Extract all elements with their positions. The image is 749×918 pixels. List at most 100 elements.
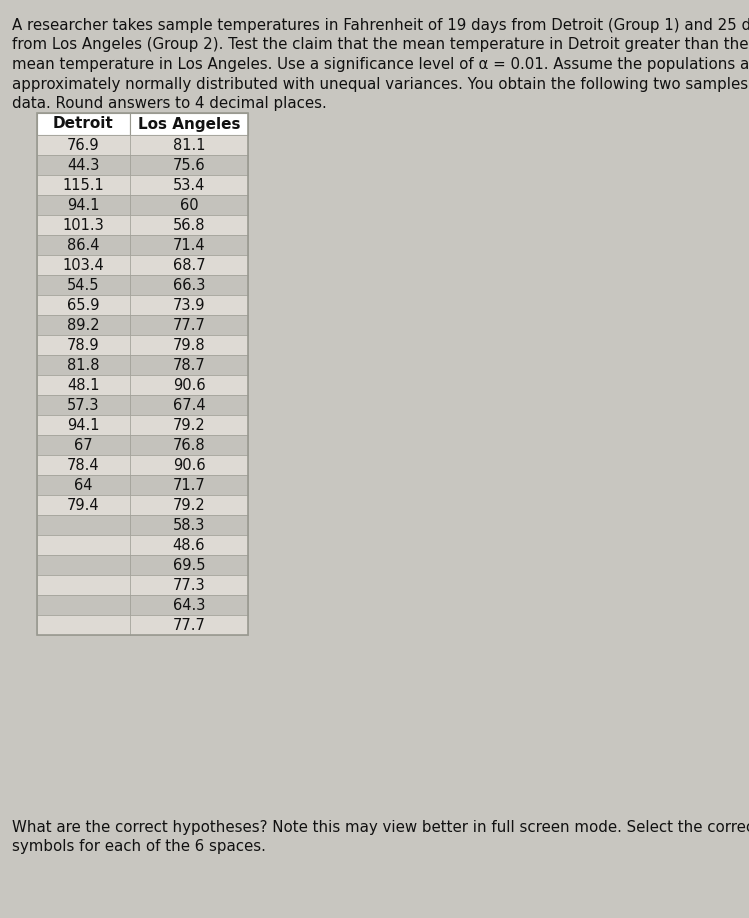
- Text: 65.9: 65.9: [67, 297, 100, 312]
- Bar: [130, 595, 248, 615]
- Text: 79.2: 79.2: [172, 498, 205, 512]
- Bar: [130, 235, 248, 255]
- Text: 76.9: 76.9: [67, 138, 100, 152]
- Text: 48.6: 48.6: [173, 538, 205, 553]
- Text: 75.6: 75.6: [173, 158, 205, 173]
- Bar: [37, 475, 130, 495]
- Text: 66.3: 66.3: [173, 277, 205, 293]
- Text: What are the correct hypotheses? Note this may view better in full screen mode. : What are the correct hypotheses? Note th…: [12, 820, 749, 835]
- Text: 79.2: 79.2: [172, 418, 205, 432]
- Bar: [130, 255, 248, 275]
- Text: 79.4: 79.4: [67, 498, 100, 512]
- Bar: [37, 215, 130, 235]
- Text: 78.4: 78.4: [67, 457, 100, 473]
- Text: data. Round answers to 4 decimal places.: data. Round answers to 4 decimal places.: [12, 96, 327, 111]
- Bar: [37, 395, 130, 415]
- Text: Detroit: Detroit: [53, 117, 114, 131]
- Bar: [37, 495, 130, 515]
- Bar: [37, 615, 130, 635]
- Text: 67: 67: [74, 438, 93, 453]
- Bar: [130, 375, 248, 395]
- Text: 57.3: 57.3: [67, 397, 100, 412]
- Bar: [130, 335, 248, 355]
- Bar: [37, 335, 130, 355]
- Bar: [130, 275, 248, 295]
- Bar: [130, 535, 248, 555]
- Text: symbols for each of the 6 spaces.: symbols for each of the 6 spaces.: [12, 839, 266, 855]
- Text: 90.6: 90.6: [173, 377, 205, 393]
- Bar: [37, 455, 130, 475]
- Bar: [37, 375, 130, 395]
- Bar: [130, 155, 248, 175]
- Bar: [130, 575, 248, 595]
- Bar: [130, 395, 248, 415]
- Text: 48.1: 48.1: [67, 377, 100, 393]
- Bar: [130, 135, 248, 155]
- Text: mean temperature in Los Angeles. Use a significance level of α = 0.01. Assume th: mean temperature in Los Angeles. Use a s…: [12, 57, 749, 72]
- Bar: [37, 575, 130, 595]
- Text: 53.4: 53.4: [173, 177, 205, 193]
- Bar: [130, 113, 248, 135]
- Text: 64: 64: [74, 477, 93, 492]
- Bar: [130, 215, 248, 235]
- Bar: [37, 535, 130, 555]
- Text: 79.8: 79.8: [173, 338, 205, 353]
- Bar: [37, 595, 130, 615]
- Text: 77.7: 77.7: [172, 318, 205, 332]
- Text: from Los Angeles (Group 2). Test the claim that the mean temperature in Detroit : from Los Angeles (Group 2). Test the cla…: [12, 38, 748, 52]
- Bar: [37, 113, 248, 635]
- Text: 58.3: 58.3: [173, 518, 205, 532]
- Text: 77.7: 77.7: [172, 618, 205, 633]
- Text: approximately normally distributed with unequal variances. You obtain the follow: approximately normally distributed with …: [12, 76, 749, 92]
- Bar: [130, 415, 248, 435]
- Text: 54.5: 54.5: [67, 277, 100, 293]
- Bar: [37, 295, 130, 315]
- Bar: [37, 155, 130, 175]
- Bar: [37, 135, 130, 155]
- Bar: [37, 275, 130, 295]
- Text: 76.8: 76.8: [173, 438, 205, 453]
- Text: 73.9: 73.9: [173, 297, 205, 312]
- Text: A researcher takes sample temperatures in Fahrenheit of 19 days from Detroit (Gr: A researcher takes sample temperatures i…: [12, 18, 749, 33]
- Text: 71.4: 71.4: [173, 238, 205, 252]
- Bar: [37, 515, 130, 535]
- Bar: [130, 175, 248, 195]
- Bar: [130, 555, 248, 575]
- Text: Los Angeles: Los Angeles: [138, 117, 240, 131]
- Text: 86.4: 86.4: [67, 238, 100, 252]
- Bar: [37, 235, 130, 255]
- Bar: [130, 435, 248, 455]
- Text: 103.4: 103.4: [63, 258, 104, 273]
- Bar: [130, 615, 248, 635]
- Bar: [37, 555, 130, 575]
- Text: 67.4: 67.4: [173, 397, 205, 412]
- Text: 81.8: 81.8: [67, 357, 100, 373]
- Bar: [37, 415, 130, 435]
- Bar: [130, 315, 248, 335]
- Bar: [37, 113, 130, 135]
- Bar: [130, 475, 248, 495]
- Text: 71.7: 71.7: [172, 477, 205, 492]
- Bar: [130, 355, 248, 375]
- Text: 68.7: 68.7: [173, 258, 205, 273]
- Text: 90.6: 90.6: [173, 457, 205, 473]
- Text: 94.1: 94.1: [67, 197, 100, 212]
- Bar: [37, 175, 130, 195]
- Bar: [130, 515, 248, 535]
- Text: 89.2: 89.2: [67, 318, 100, 332]
- Text: 44.3: 44.3: [67, 158, 100, 173]
- Text: 81.1: 81.1: [173, 138, 205, 152]
- Text: 101.3: 101.3: [63, 218, 104, 232]
- Text: 94.1: 94.1: [67, 418, 100, 432]
- Text: 78.9: 78.9: [67, 338, 100, 353]
- Bar: [37, 355, 130, 375]
- Bar: [37, 435, 130, 455]
- Text: 77.3: 77.3: [173, 577, 205, 592]
- Text: 64.3: 64.3: [173, 598, 205, 612]
- Text: 60: 60: [180, 197, 198, 212]
- Bar: [130, 495, 248, 515]
- Bar: [130, 295, 248, 315]
- Text: 115.1: 115.1: [63, 177, 104, 193]
- Bar: [130, 195, 248, 215]
- Bar: [37, 315, 130, 335]
